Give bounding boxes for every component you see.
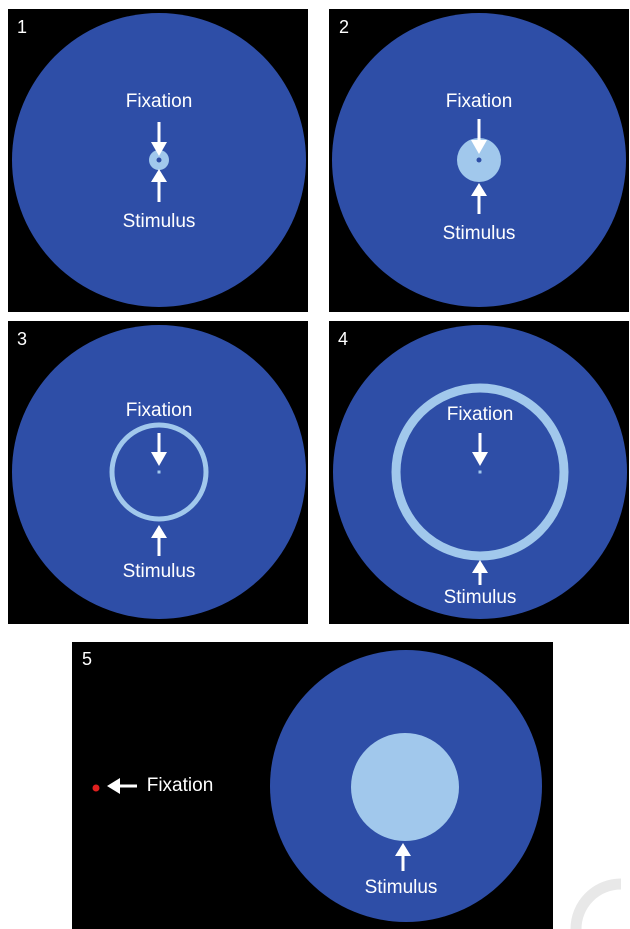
fixation-label: Fixation <box>125 400 193 421</box>
panel-number: 4 <box>338 329 349 349</box>
stimulus-label: Stimulus <box>443 587 517 608</box>
fixation-dot <box>478 470 482 474</box>
fixation-label: Fixation <box>125 91 193 112</box>
panel-3: 3 Fixation Stimulus <box>8 321 308 624</box>
stimulus-label: Stimulus <box>442 223 516 244</box>
panel-4: 4 Fixation Stimulus <box>329 321 629 624</box>
stimulus-arrow-up-icon <box>395 843 411 871</box>
fixation-dot <box>157 470 161 474</box>
stimulus-ring <box>391 383 569 561</box>
panel-number: 2 <box>339 17 350 37</box>
stimulus-arrow-up-icon <box>151 169 167 202</box>
fixation-arrow-down-icon <box>151 122 167 156</box>
panel-4-graphic <box>333 325 627 619</box>
stimulus-arrow-up-icon <box>472 560 488 585</box>
fixation-label: Fixation <box>445 91 513 112</box>
fixation-arrow-left-icon <box>107 778 137 794</box>
corner-arc-decoration <box>570 878 622 929</box>
panel-number: 3 <box>17 329 28 349</box>
stimulus-label: Stimulus <box>364 877 438 898</box>
stimulus-label: Stimulus <box>122 561 196 582</box>
stimulus-arrow-up-icon <box>471 183 487 214</box>
panel-2-graphic <box>332 13 626 307</box>
panel-1-graphic <box>12 13 306 307</box>
panel-1: 1 Fixation Stimulus <box>8 9 308 312</box>
fixation-arrow-down-icon <box>472 433 488 466</box>
stimulus-arrow-up-icon <box>151 525 167 556</box>
stimulus-label: Stimulus <box>122 211 196 232</box>
panel-number: 5 <box>82 649 93 669</box>
fixation-arrow-down-icon <box>471 119 487 154</box>
panel-5-graphic <box>92 650 542 922</box>
panel-2: 2 Fixation Stimulus <box>329 9 629 312</box>
fixation-dot <box>476 157 482 163</box>
stimulus-ring <box>109 422 209 522</box>
panel-5: 5 Fixation Stimulus <box>72 642 553 929</box>
fixation-label: Fixation <box>146 775 214 796</box>
fixation-arrow-down-icon <box>151 433 167 466</box>
panel-3-graphic <box>12 325 306 619</box>
fixation-dot <box>156 157 162 163</box>
fixation-label: Fixation <box>446 404 514 425</box>
fixation-dot <box>92 784 100 792</box>
stimulus-disc <box>351 733 459 841</box>
panel-number: 1 <box>17 17 28 37</box>
